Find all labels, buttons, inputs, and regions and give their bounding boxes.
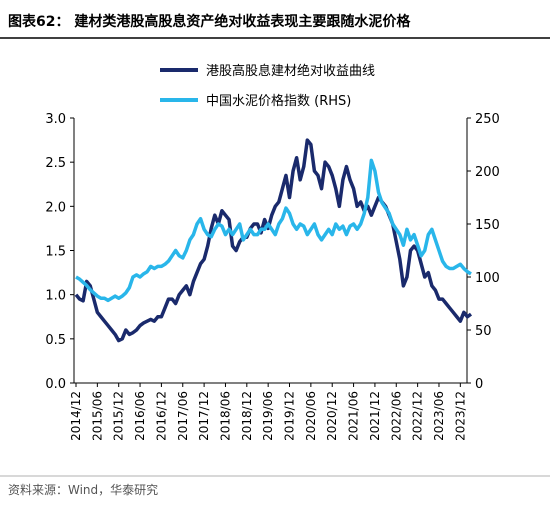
- y-tick-label: 2.0: [45, 200, 66, 215]
- x-tick-label: 2021/12: [368, 391, 382, 441]
- x-tick-label: 2015/06: [90, 391, 104, 441]
- x-tick-label: 2016/12: [154, 391, 168, 441]
- x-tick-label: 2023/06: [432, 391, 446, 441]
- legend-label: 中国水泥价格指数 (RHS): [206, 93, 351, 109]
- x-tick-label: 2018/06: [218, 391, 232, 441]
- x-tick-label: 2020/12: [325, 391, 339, 441]
- x-tick-label: 2023/12: [453, 391, 467, 441]
- x-tick-label: 2020/06: [304, 391, 318, 441]
- y-tick-label: 1.0: [45, 289, 66, 304]
- y-tick-label: 0.5: [45, 333, 66, 348]
- y-tick-label: 1.5: [45, 245, 66, 260]
- x-tick-label: 2017/06: [176, 391, 190, 441]
- y-tick-label: 0.0: [45, 377, 66, 392]
- x-tick-label: 2021/06: [347, 391, 361, 441]
- series-line: [75, 158, 472, 303]
- legend-label: 港股高股息建材绝对收益曲线: [206, 63, 375, 79]
- x-tick-label: 2019/06: [261, 391, 275, 441]
- x-tick-label: 2018/12: [240, 391, 254, 441]
- y2-tick-label: 0: [475, 377, 483, 392]
- x-tick-label: 2022/12: [411, 391, 425, 441]
- x-tick-label: 2019/12: [283, 391, 297, 441]
- x-tick-label: 2016/06: [133, 391, 147, 441]
- y-tick-label: 2.5: [45, 156, 66, 171]
- y2-tick-label: 100: [475, 271, 500, 286]
- y2-tick-label: 250: [475, 112, 500, 127]
- chart-title: 图表62： 建材类港股高股息资产绝对收益表现主要跟随水泥价格: [8, 13, 411, 30]
- y2-tick-label: 200: [475, 165, 500, 180]
- y-tick-label: 3.0: [45, 112, 66, 127]
- x-tick-label: 2022/06: [389, 391, 403, 441]
- source: 资料来源：Wind，华泰研究: [8, 482, 158, 497]
- y2-tick-label: 50: [475, 324, 492, 339]
- x-tick-label: 2015/12: [112, 391, 126, 441]
- x-tick-label: 2014/12: [69, 391, 83, 441]
- x-tick-label: 2017/12: [197, 391, 211, 441]
- y2-tick-label: 150: [475, 218, 500, 233]
- series-line: [74, 138, 473, 343]
